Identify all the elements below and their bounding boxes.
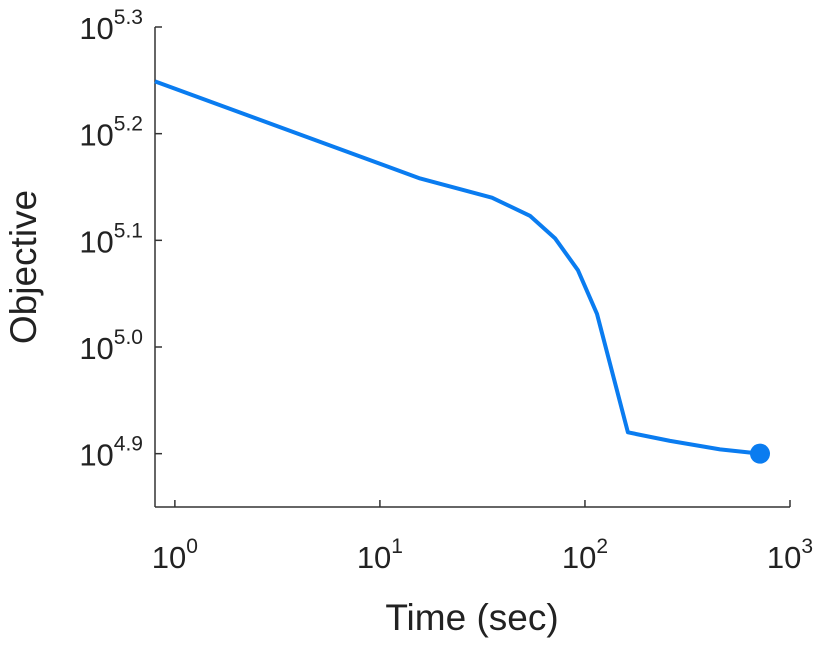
y-tick-label: 105.1 xyxy=(79,219,143,259)
x-tick-label: 102 xyxy=(562,535,608,575)
x-tick-label: 103 xyxy=(767,535,813,575)
y-tick-label: 104.9 xyxy=(79,433,143,473)
tick-base: 10 xyxy=(79,224,113,259)
tick-exponent: 5.1 xyxy=(114,219,143,242)
tick-base: 10 xyxy=(562,540,596,575)
tick-exponent: 2 xyxy=(596,535,608,558)
tick-base: 10 xyxy=(79,118,113,153)
tick-exponent: 0 xyxy=(186,535,198,558)
tick-base: 10 xyxy=(79,438,113,473)
tick-exponent: 5.3 xyxy=(114,6,143,29)
tick-exponent: 1 xyxy=(391,535,403,558)
y-tick-label: 105.3 xyxy=(79,6,143,46)
x-axis-label: Time (sec) xyxy=(385,597,558,638)
tick-base: 10 xyxy=(767,540,801,575)
x-tick-label: 101 xyxy=(357,535,403,575)
end-marker xyxy=(750,443,771,464)
tick-base: 10 xyxy=(152,540,186,575)
line xyxy=(154,79,761,456)
tick-exponent: 4.9 xyxy=(114,433,143,456)
tick-base: 10 xyxy=(79,331,113,366)
tick-exponent: 5.2 xyxy=(114,113,143,136)
y-tick-label: 105.2 xyxy=(79,113,143,153)
tick-exponent: 3 xyxy=(801,535,813,558)
tick-base: 10 xyxy=(357,540,391,575)
x-tick-label: 100 xyxy=(152,535,198,575)
y-axis-label: Objective xyxy=(3,190,44,344)
y-tick-label: 105.0 xyxy=(79,326,143,366)
tick-base: 10 xyxy=(79,11,113,46)
tick-exponent: 5.0 xyxy=(114,326,143,349)
